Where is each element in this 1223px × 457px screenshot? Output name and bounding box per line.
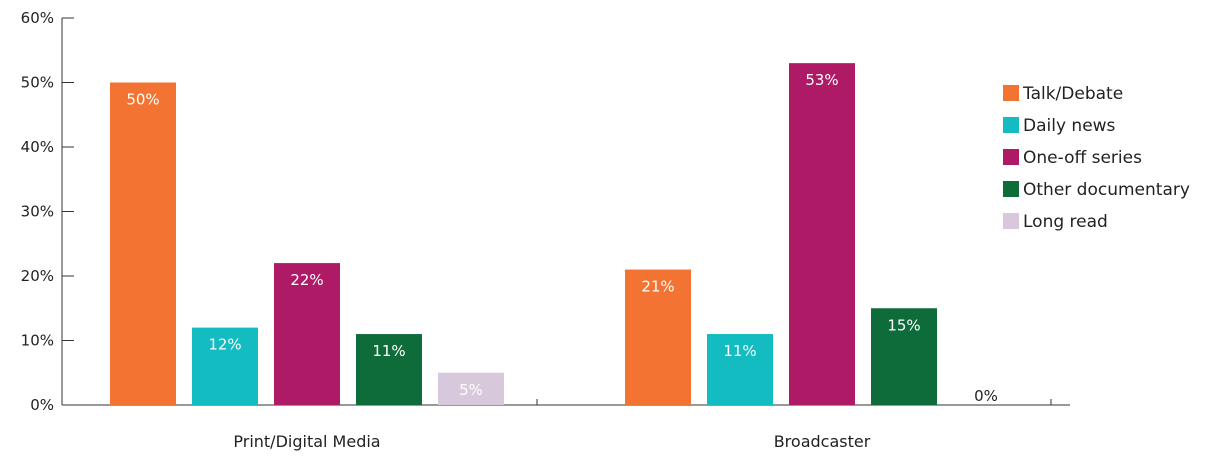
bars: 50% 21% 12% 11% 22% 53% 11% 15% 5% 0% bbox=[110, 63, 998, 406]
x-category-label: Broadcaster bbox=[774, 432, 871, 451]
bar bbox=[625, 269, 691, 405]
legend-label: Other documentary bbox=[1023, 180, 1190, 200]
y-tick-label: 50% bbox=[21, 74, 54, 92]
legend-label: Long read bbox=[1023, 212, 1108, 232]
legend-swatch bbox=[1003, 149, 1019, 165]
legend-swatch bbox=[1003, 117, 1019, 133]
x-axis: Print/Digital Media Broadcaster bbox=[61, 399, 1070, 451]
bar-value-label: 11% bbox=[723, 342, 756, 360]
y-tick-label: 0% bbox=[30, 396, 54, 414]
legend-label: Daily news bbox=[1023, 116, 1116, 136]
bar bbox=[110, 82, 176, 405]
bar-value-label: 50% bbox=[126, 91, 159, 109]
y-tick-label: 60% bbox=[21, 9, 54, 27]
bar bbox=[789, 63, 855, 406]
bar bbox=[274, 263, 340, 405]
y-axis: 0% 10% 20% 30% 40% 50% 60% bbox=[21, 9, 74, 414]
bar-value-label: 12% bbox=[208, 336, 241, 354]
bar-value-label: 5% bbox=[459, 381, 483, 399]
bar bbox=[192, 327, 258, 405]
bar bbox=[871, 308, 937, 405]
legend-label: Talk/Debate bbox=[1022, 84, 1123, 104]
y-tick-label: 40% bbox=[21, 138, 54, 156]
y-tick-label: 30% bbox=[21, 203, 54, 221]
bar bbox=[356, 334, 422, 405]
bar bbox=[438, 372, 504, 405]
y-tick-label: 20% bbox=[21, 267, 54, 285]
bar-value-label: 11% bbox=[372, 342, 405, 360]
legend-label: One-off series bbox=[1023, 148, 1142, 168]
bar-value-label: 21% bbox=[641, 278, 674, 296]
bar-value-label: 53% bbox=[805, 71, 838, 89]
bar-value-label: 0% bbox=[974, 387, 998, 405]
legend: Talk/Debate Daily news One-off series Other… bbox=[1003, 84, 1190, 232]
x-category-label: Print/Digital Media bbox=[233, 432, 380, 451]
bar bbox=[707, 334, 773, 405]
bar-value-label: 22% bbox=[290, 271, 323, 289]
bar-value-label: 15% bbox=[887, 316, 920, 334]
y-tick-label: 10% bbox=[21, 332, 54, 350]
legend-swatch bbox=[1003, 213, 1019, 229]
legend-swatch bbox=[1003, 181, 1019, 197]
legend-swatch bbox=[1003, 85, 1019, 101]
